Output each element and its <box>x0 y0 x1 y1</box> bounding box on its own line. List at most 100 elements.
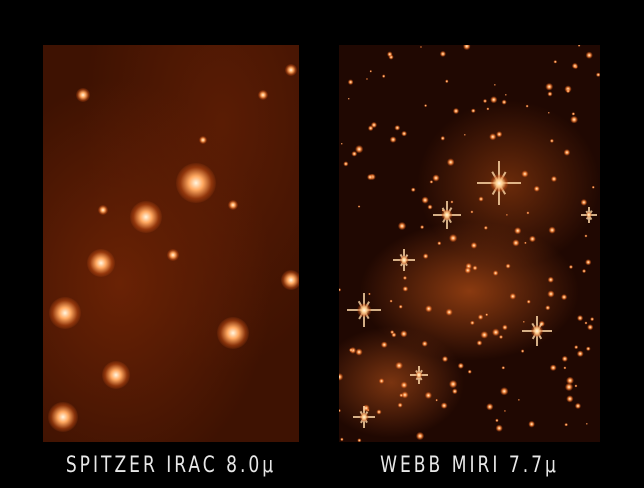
star <box>397 402 403 408</box>
webb-label: WEBB MIRI 7.7μ <box>380 452 559 478</box>
star <box>351 150 357 157</box>
star <box>378 377 385 384</box>
star <box>445 79 449 83</box>
star <box>343 161 349 167</box>
star <box>533 185 540 193</box>
star <box>389 299 393 303</box>
star <box>130 201 162 233</box>
star <box>504 410 507 413</box>
star <box>465 262 473 270</box>
star <box>425 305 433 313</box>
star <box>463 133 466 137</box>
star <box>524 241 527 244</box>
star <box>521 170 529 178</box>
star <box>566 394 574 403</box>
star <box>217 317 249 349</box>
star <box>529 236 536 243</box>
star <box>387 51 393 57</box>
star <box>574 403 581 410</box>
star <box>429 180 434 184</box>
star <box>370 122 377 129</box>
star <box>576 350 584 357</box>
star <box>571 112 575 116</box>
webb-image <box>339 45 600 442</box>
star <box>398 304 403 310</box>
star <box>441 209 453 221</box>
star <box>98 205 108 215</box>
star <box>440 135 446 141</box>
star <box>348 348 353 352</box>
star <box>545 305 551 311</box>
star <box>509 293 516 300</box>
star <box>357 205 361 208</box>
star <box>547 276 555 284</box>
star <box>420 225 424 230</box>
star <box>467 369 472 374</box>
star <box>416 432 425 441</box>
star <box>526 211 530 215</box>
star <box>394 125 400 131</box>
star <box>366 77 369 80</box>
star <box>102 361 130 389</box>
star <box>48 402 78 432</box>
star <box>423 103 428 108</box>
star <box>349 347 356 354</box>
star <box>388 54 394 60</box>
star <box>440 402 448 409</box>
star <box>493 83 497 86</box>
star <box>565 382 574 391</box>
star <box>228 200 238 210</box>
star <box>87 249 115 277</box>
star <box>499 334 504 339</box>
star <box>432 174 440 182</box>
star <box>464 267 472 274</box>
star <box>401 391 409 399</box>
star <box>389 136 397 143</box>
star <box>395 361 403 370</box>
star <box>390 330 394 334</box>
star <box>581 199 588 206</box>
star <box>596 72 600 78</box>
star <box>258 90 268 100</box>
star <box>471 108 476 113</box>
star <box>420 45 423 48</box>
star <box>76 88 90 102</box>
star <box>486 107 490 111</box>
star <box>391 331 397 338</box>
star <box>522 320 525 324</box>
star <box>502 324 508 331</box>
star <box>501 365 505 370</box>
star <box>380 341 388 349</box>
star <box>504 93 508 96</box>
star <box>470 210 474 214</box>
star <box>547 91 553 97</box>
star <box>564 422 568 427</box>
star <box>574 345 578 349</box>
star <box>422 253 429 259</box>
star <box>550 138 555 144</box>
star <box>547 290 555 298</box>
star <box>421 197 429 204</box>
star <box>427 204 433 210</box>
star <box>285 64 297 76</box>
star <box>492 269 499 276</box>
star <box>470 242 477 249</box>
star <box>451 388 458 394</box>
star <box>176 163 216 203</box>
star <box>566 89 570 93</box>
star <box>447 158 455 166</box>
star <box>359 412 369 422</box>
star <box>339 288 342 292</box>
star <box>376 409 382 415</box>
star <box>470 320 475 326</box>
star <box>520 349 525 354</box>
star <box>561 355 569 363</box>
star <box>421 340 429 347</box>
star <box>381 74 386 78</box>
star <box>563 366 567 370</box>
star <box>505 263 511 269</box>
star <box>495 418 499 423</box>
star <box>528 420 535 428</box>
star <box>398 222 407 231</box>
star <box>547 111 550 115</box>
